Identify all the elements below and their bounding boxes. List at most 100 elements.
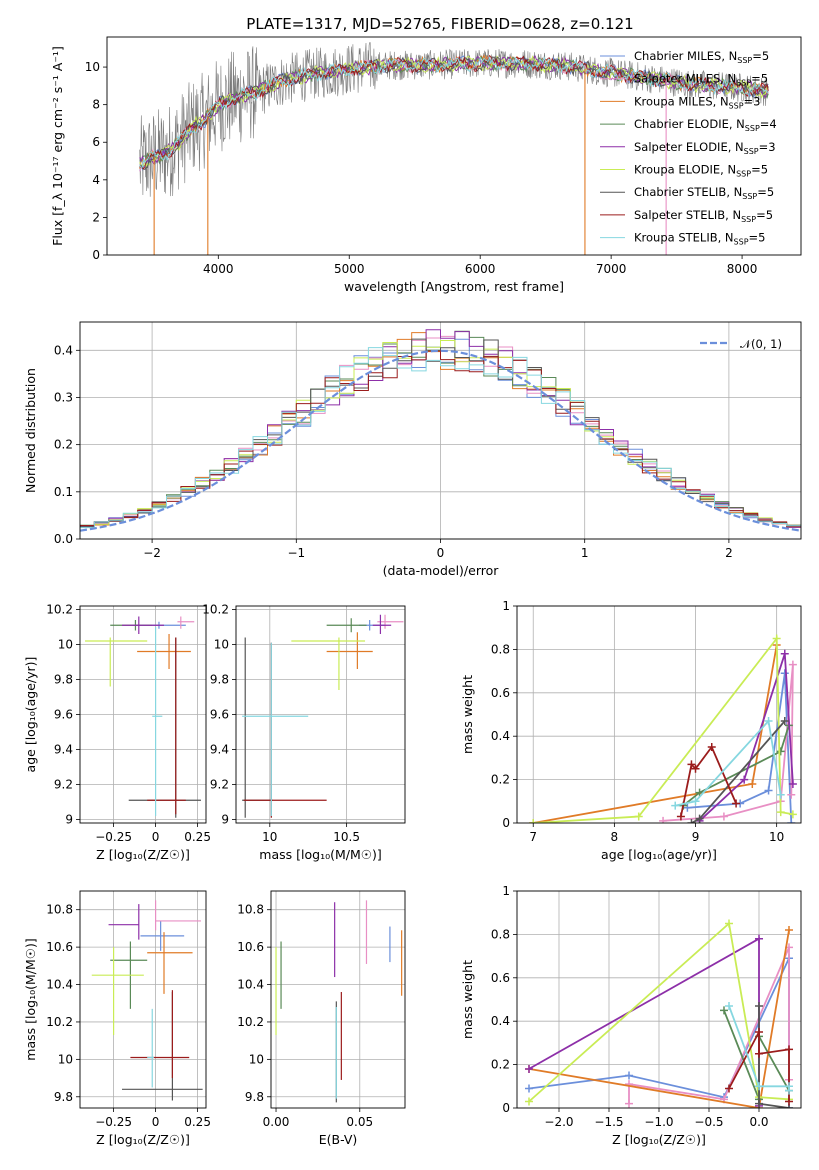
weight-point-salpeter_elodie bbox=[740, 775, 749, 784]
axes-frame bbox=[270, 890, 406, 1109]
errorbar-kroupa_miles bbox=[326, 632, 373, 669]
weight-point-chabrier_miles bbox=[764, 786, 773, 795]
weight-point-kroupa_elodie bbox=[634, 812, 643, 821]
x-axis-label: E(B-V) bbox=[319, 1132, 358, 1147]
chart-z-weight: −2.0 −1.5 −1.0 −0.5 0.0 0 0.2 0.4 0.6 0.8 1 Z [log₁… bbox=[460, 884, 802, 1147]
errorbar-salpeter_miles bbox=[177, 616, 195, 629]
y-tick-label: 10 bbox=[85, 60, 100, 74]
data-layer bbox=[529, 634, 797, 823]
y-tick-label: 9.8 bbox=[245, 1090, 264, 1104]
y-tick-label: 10.6 bbox=[237, 940, 264, 954]
y-tick-label: 0 bbox=[502, 816, 510, 830]
x-tick-label: 10 bbox=[769, 830, 784, 844]
weight-point-kroupa_miles bbox=[748, 779, 757, 788]
data-layer bbox=[242, 614, 404, 818]
x-tick-label: 0.25 bbox=[184, 830, 211, 844]
plot-area bbox=[80, 891, 206, 1108]
errorbar-kroupa_miles bbox=[137, 634, 191, 669]
weight-point-salpeter_stelib bbox=[755, 1049, 763, 1058]
plot-area bbox=[107, 37, 801, 255]
weight-point-chabrier_miles bbox=[780, 669, 789, 678]
legend-label-gaussian: 𝒩(0, 1) bbox=[740, 337, 782, 351]
y-tick-label: 0.2 bbox=[54, 438, 73, 452]
weight-point-kroupa_miles bbox=[785, 926, 793, 935]
gaussian-curve bbox=[80, 349, 801, 532]
weight-point-kroupa_elodie bbox=[525, 1097, 533, 1106]
x-tick-label: 9 bbox=[692, 830, 700, 844]
x-tick-label: −0.25 bbox=[95, 1115, 132, 1129]
y-tick-label: 0.2 bbox=[491, 1058, 510, 1072]
errorbar-kroupa_stelib bbox=[242, 642, 309, 816]
errorbar-kroupa_elodie bbox=[291, 637, 366, 690]
legend-label-salpeter_stelib: Salpeter STELIB, NSSP=5 bbox=[634, 208, 773, 224]
axes-frame bbox=[79, 321, 802, 540]
y-tick-label: 0.8 bbox=[491, 927, 510, 941]
weight-point-kroupa_stelib bbox=[671, 801, 680, 810]
y-axis-label: Flux [f_λ 10⁻¹⁷ erg cm⁻² s⁻¹ A⁻¹] bbox=[50, 46, 65, 246]
weight-point-kroupa_elodie bbox=[725, 919, 733, 928]
errorbar-salpeter_stelib bbox=[130, 990, 190, 1079]
y-tick-label: 4 bbox=[92, 173, 100, 187]
y-tick-label: 0.0 bbox=[54, 532, 73, 546]
data-layer bbox=[80, 329, 801, 532]
y-axis-label: age [log₁₀(age/yr)] bbox=[23, 657, 38, 773]
y-tick-label: 8 bbox=[92, 98, 100, 112]
legend-label-chabrier_elodie: Chabrier ELODIE, NSSP=4 bbox=[634, 117, 777, 133]
y-tick-label: 0.4 bbox=[54, 343, 73, 357]
axes-frame bbox=[79, 605, 207, 824]
weight-point-kroupa_stelib bbox=[764, 717, 773, 726]
ticks: −0.25 0 0.25 9.8 10 10.2 10.4 10.6 10.8 bbox=[46, 903, 211, 1129]
y-tick-label: 10.4 bbox=[46, 978, 73, 992]
y-tick-label: 9.8 bbox=[210, 673, 229, 687]
weight-line-kroupa_stelib bbox=[675, 719, 782, 807]
errorbar-chabrier_elodie bbox=[326, 618, 367, 633]
grid bbox=[80, 606, 206, 823]
y-tick-label: 10.6 bbox=[46, 940, 73, 954]
errorbar-kroupa_elodie bbox=[85, 637, 148, 687]
x-tick-label: −0.5 bbox=[694, 1115, 723, 1129]
x-tick-label: −2 bbox=[143, 546, 161, 560]
x-tick-label: 4000 bbox=[203, 262, 234, 276]
errorbar-kroupa_elodie bbox=[91, 947, 144, 1036]
plot-area bbox=[517, 606, 801, 823]
x-axis-label: Z [log₁₀(Z/Z☉)] bbox=[96, 1132, 190, 1147]
x-tick-label: −2.0 bbox=[544, 1115, 573, 1129]
y-tick-label: 9.4 bbox=[210, 743, 229, 757]
y-tick-label: 10.4 bbox=[237, 978, 264, 992]
chart-mass-age: 10 10.5 9 9.2 9.4 9.6 9.8 10 10.2 mass [log₁₀(M/M… bbox=[202, 603, 406, 862]
weight-point-kroupa_stelib bbox=[691, 797, 700, 806]
weight-point-chabrier_stelib bbox=[755, 1002, 763, 1011]
x-tick-label: −0.25 bbox=[95, 830, 132, 844]
chart-residuals: −2 −1 0 1 2 0.0 0.1 0.2 0.3 0.4 (data-model)/error… bbox=[23, 321, 802, 578]
model-spectrum-kroupa_stelib bbox=[139, 56, 769, 168]
errorbar-salpeter_stelib bbox=[147, 637, 186, 815]
axes-frame bbox=[516, 890, 802, 1109]
x-tick-label: 0.25 bbox=[184, 1115, 211, 1129]
errorbar-salpeter_elodie bbox=[108, 904, 140, 940]
figure-title: PLATE=1317, MJD=52765, FIBERID=0628, z=0… bbox=[246, 15, 633, 33]
data-layer bbox=[525, 919, 793, 1108]
x-tick-label: 10.5 bbox=[333, 830, 360, 844]
plot-area bbox=[271, 891, 405, 1108]
weight-point-kroupa_elodie bbox=[529, 819, 538, 823]
x-tick-label: 0.0 bbox=[749, 1115, 768, 1129]
weight-point-kroupa_stelib bbox=[776, 790, 785, 799]
axes-frame bbox=[79, 890, 207, 1109]
x-tick-label: −1.5 bbox=[594, 1115, 623, 1129]
errorbar-salpeter_elodie bbox=[372, 614, 392, 634]
y-tick-label: 9.2 bbox=[210, 778, 229, 792]
grid bbox=[236, 606, 405, 823]
weight-point-salpeter_miles bbox=[787, 790, 796, 799]
x-axis-label: wavelength [Angstrom, rest frame] bbox=[344, 279, 564, 294]
weight-point-chabrier_miles bbox=[787, 819, 796, 823]
ticks: −2 −1 0 1 2 0.0 0.1 0.2 0.3 0.4 bbox=[54, 343, 733, 560]
y-tick-label: 2 bbox=[92, 210, 100, 224]
x-axis-label: Z [log₁₀(Z/Z☉)] bbox=[96, 847, 190, 862]
ticks: 7 8 9 10 0 0.2 0.4 0.6 0.8 1 bbox=[491, 599, 784, 844]
y-tick-label: 9.8 bbox=[54, 1090, 73, 1104]
weight-point-salpeter_miles bbox=[719, 812, 728, 821]
x-tick-label: 6000 bbox=[465, 262, 496, 276]
weight-point-salpeter_elodie bbox=[788, 779, 797, 788]
weight-point-salpeter_elodie bbox=[525, 1064, 533, 1073]
